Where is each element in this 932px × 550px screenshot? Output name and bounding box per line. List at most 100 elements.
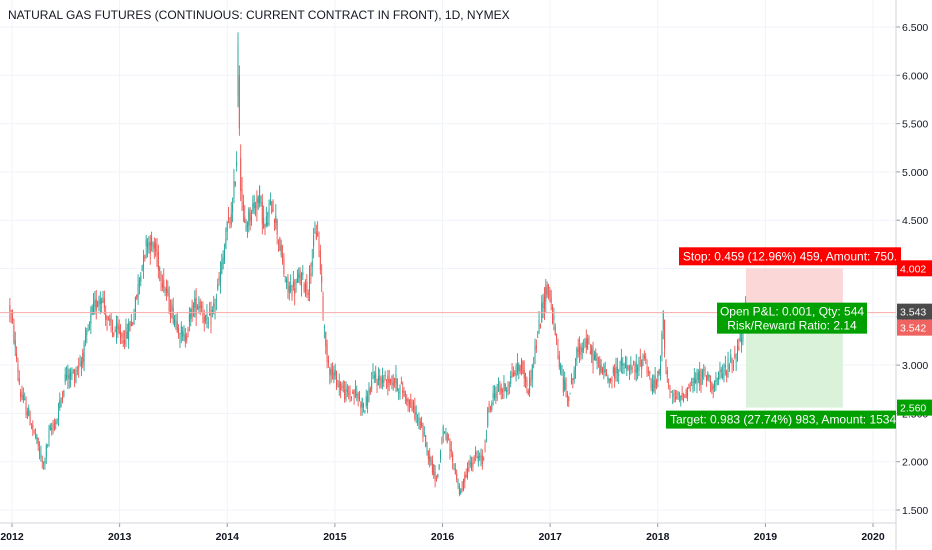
candle-body — [331, 369, 333, 374]
candle-body — [337, 380, 339, 382]
candle-body — [419, 421, 421, 430]
candle-body — [418, 417, 420, 423]
target-label: Target: 0.983 (27.74%) 983, Amount: 1534 — [666, 410, 896, 429]
candle-body — [460, 489, 462, 494]
candle-body — [741, 337, 743, 344]
candle-body — [265, 216, 267, 226]
candle-body — [353, 389, 355, 397]
candle-body — [256, 198, 258, 209]
candle-body — [346, 389, 348, 392]
candle-body — [163, 279, 165, 289]
candles — [9, 32, 747, 497]
candle-body — [579, 346, 581, 355]
candle-body — [68, 374, 70, 380]
candle-body — [678, 395, 680, 397]
candle-body — [191, 305, 193, 318]
candle-body — [589, 351, 591, 355]
candle-body — [307, 292, 309, 296]
candle-body — [552, 306, 554, 324]
candle-body — [543, 296, 545, 309]
candle-body — [464, 474, 466, 482]
candle-body — [319, 250, 321, 270]
candle-body — [399, 384, 401, 394]
candle-body — [461, 488, 463, 490]
candle-body — [569, 393, 571, 395]
candle-body — [126, 331, 128, 339]
candle-body — [178, 328, 180, 336]
candle-body — [314, 231, 316, 234]
candle-body — [498, 384, 500, 386]
candle-body — [321, 275, 323, 283]
candle-body — [21, 392, 23, 399]
x-tick-label: 2018 — [646, 531, 670, 543]
candle-body — [695, 379, 697, 384]
candle-body — [86, 331, 88, 336]
x-tick-label: 2020 — [861, 531, 885, 543]
candle-body — [431, 460, 433, 473]
candle-body — [383, 379, 385, 383]
candle-body — [299, 270, 301, 284]
candle-body — [349, 390, 351, 396]
candle-body — [275, 215, 277, 224]
y-tick-label: 1.500 — [902, 505, 928, 517]
candle-body — [13, 324, 15, 343]
candle-body — [712, 386, 714, 390]
candle-body — [203, 317, 205, 323]
candle-body — [723, 369, 725, 374]
candle-body — [67, 368, 69, 380]
candle-body — [348, 393, 350, 395]
candle-body — [687, 387, 689, 397]
candle-body — [318, 240, 320, 246]
candle-body — [580, 345, 582, 356]
candle-body — [303, 283, 305, 292]
candle-body — [17, 366, 19, 373]
candle-body — [168, 293, 170, 312]
candle-body — [628, 372, 630, 374]
price-badge-4-002: 4.002 — [897, 260, 932, 277]
candle-body — [375, 373, 377, 380]
candle-body — [734, 354, 736, 358]
candle-body — [88, 321, 90, 324]
candle-body — [529, 377, 531, 394]
pnl-label-bg — [717, 302, 867, 334]
candle-body — [716, 378, 718, 380]
candle-body — [658, 369, 660, 374]
candle-body — [441, 443, 443, 445]
candle-body — [503, 382, 505, 392]
candle-body — [438, 464, 440, 469]
candle-body — [608, 378, 610, 383]
candle-body — [183, 334, 185, 339]
candle-body — [462, 479, 464, 490]
candle-body — [306, 281, 308, 292]
chart-title: NATURAL GAS FUTURES (CONTINUOUS: CURRENT… — [8, 8, 510, 22]
candle-body — [564, 379, 566, 391]
candle-body — [128, 322, 130, 340]
candle-body — [456, 473, 458, 480]
x-tick-label: 2019 — [754, 531, 778, 543]
candle-body — [453, 464, 455, 467]
candle-body — [587, 337, 589, 350]
candle-body — [20, 392, 22, 398]
candle-body — [26, 411, 28, 416]
candle-body — [248, 208, 250, 226]
candle-body — [732, 360, 734, 362]
candle-body — [110, 318, 112, 326]
candle-body — [454, 468, 456, 474]
candle-body — [471, 462, 473, 470]
candle-body — [448, 439, 450, 441]
candle-body — [398, 392, 400, 393]
candle-body — [504, 383, 506, 392]
candle-body — [566, 393, 568, 398]
candle-body — [711, 382, 713, 391]
candle-body — [709, 380, 711, 383]
candle-body — [261, 201, 263, 224]
candle-body — [122, 340, 124, 343]
candle-body — [206, 313, 208, 320]
candle-body — [557, 348, 559, 350]
candle-body — [214, 306, 216, 309]
y-tick-label: 5.000 — [902, 167, 928, 179]
candle-body — [534, 347, 536, 364]
candle-body — [327, 360, 329, 363]
